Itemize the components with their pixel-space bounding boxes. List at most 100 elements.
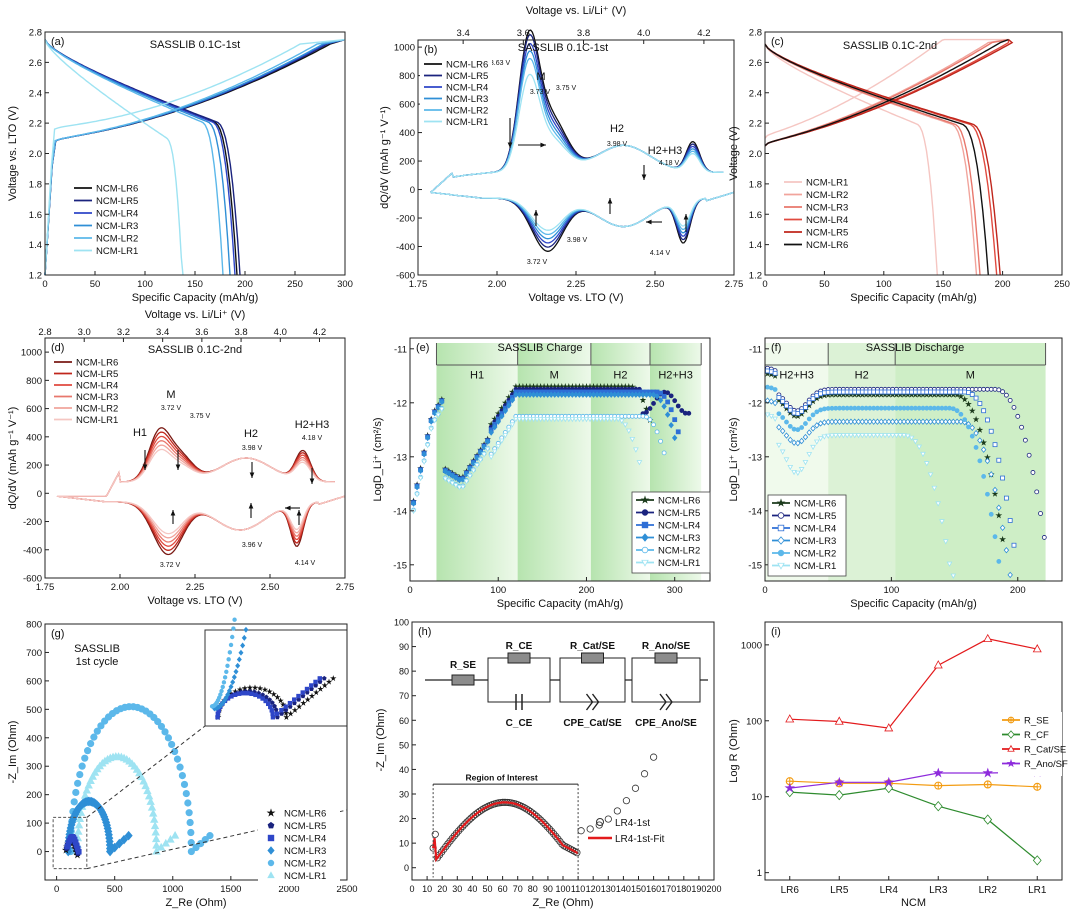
- legend-box: [631, 491, 711, 574]
- diamond-marker: [874, 418, 881, 425]
- x-tick-label: 1.75: [36, 582, 55, 593]
- legend-label: NCM-LR3: [96, 221, 138, 232]
- y-tick-label: 0: [37, 847, 42, 858]
- panel-e: H1 M H2 H2+H3 0 100 200 300 -15 -14 -13 -12 -11 (e) SA…: [372, 337, 711, 610]
- circle-marker: [187, 828, 195, 837]
- diamond-marker: [530, 391, 537, 398]
- tridown-marker: [544, 416, 551, 423]
- circle-marker: [93, 727, 101, 735]
- star-marker: [639, 396, 647, 404]
- tridown-marker: [636, 460, 643, 466]
- diamond-marker: [640, 391, 646, 398]
- data-point: [552, 832, 560, 840]
- charge-curve: [764, 38, 1009, 147]
- diamond-marker: [495, 418, 501, 425]
- y-tick-label: 1000: [741, 640, 762, 651]
- diamond-marker: [844, 418, 850, 425]
- star-marker: [784, 782, 796, 793]
- dqdv-charge: [57, 427, 335, 497]
- diamond-marker: [421, 451, 427, 458]
- circle-marker: [765, 384, 770, 390]
- panel-d: 1.75 2.00 2.25 2.50 2.75 -600 -400 -200 0 200 400 6…: [7, 309, 354, 607]
- diamond-marker: [787, 436, 794, 444]
- square-marker: [992, 442, 998, 448]
- star-marker: [274, 693, 281, 700]
- legend-label: NCM-LR1: [96, 246, 138, 257]
- triangle-marker: [149, 808, 158, 817]
- phase-label: H2: [855, 370, 869, 382]
- diamond-marker: [520, 391, 526, 398]
- data-point: [539, 818, 547, 826]
- circle-marker: [70, 798, 78, 806]
- x-tick-label: 70: [513, 884, 523, 894]
- diamond-marker: [668, 421, 674, 429]
- data-point: [533, 812, 541, 821]
- diamond-marker: [484, 438, 491, 445]
- x-tick-label: 130: [601, 884, 616, 894]
- x-tick-label: 100: [137, 279, 153, 290]
- square-marker: [1007, 518, 1013, 523]
- star-marker: [283, 713, 290, 721]
- triangle-marker: [1032, 644, 1042, 653]
- y-tick-label: 200: [399, 157, 415, 168]
- diamond-marker: [825, 418, 831, 426]
- triangle-marker: [267, 871, 275, 879]
- star-marker: [317, 685, 324, 692]
- tridown-marker: [867, 433, 873, 439]
- circuit-label: R_Cat/SE: [570, 641, 615, 652]
- diamond-marker: [573, 391, 579, 398]
- y-tick-label: 30: [399, 790, 409, 800]
- x-axis-label: Voltage vs. LTO (V): [148, 595, 243, 607]
- tridown-marker: [882, 433, 888, 439]
- tridown-marker: [625, 428, 632, 434]
- zoom-box: [52, 816, 88, 870]
- circle-marker: [977, 458, 983, 464]
- triangle-marker: [933, 660, 943, 669]
- diamond-marker: [115, 838, 124, 849]
- square-marker: [287, 700, 293, 706]
- y-tick-label: 100: [26, 819, 42, 830]
- circle-marker: [182, 789, 190, 798]
- tridown-marker: [935, 501, 942, 507]
- diamond-marker: [240, 642, 246, 649]
- diamond-marker: [241, 634, 247, 641]
- tridown-marker: [794, 470, 801, 476]
- star-marker: [999, 535, 1007, 543]
- diamond-marker: [513, 391, 519, 398]
- diamond-marker: [460, 476, 466, 483]
- data-point: [531, 811, 539, 819]
- equivalent-circuit: R_SE R_CE C_CE R_Cat/SE CPE_Cat/SE R_Ano/SE CP…: [425, 641, 708, 729]
- data-point: [569, 846, 577, 854]
- legend-label: R_Ano/SF: [1024, 759, 1068, 770]
- y-axis-label: dQ/dV (mAh g⁻¹ V⁻¹): [379, 106, 391, 209]
- star-marker: [300, 699, 307, 706]
- tridown-marker: [779, 449, 786, 455]
- y-tick-label: 2.0: [29, 149, 42, 160]
- tridown-marker: [491, 449, 498, 455]
- x-tick-label: 500: [107, 884, 123, 895]
- legend-label: NCM-LR5: [806, 228, 848, 239]
- y-tick-label: 70: [399, 691, 409, 701]
- legend-label: NCM-LR6: [658, 496, 700, 507]
- square-marker: [283, 704, 288, 709]
- tridown-marker: [777, 562, 785, 570]
- square-marker: [799, 408, 805, 414]
- discharge-curve: [764, 43, 1001, 276]
- y-axis-label: LogD_Li⁺ (cm²/s): [372, 417, 384, 501]
- diamond-marker: [999, 524, 1006, 532]
- x-tick-label: 200: [1010, 585, 1026, 596]
- x-tick-label: 50: [482, 884, 492, 894]
- square-marker: [988, 428, 994, 434]
- square-marker: [229, 694, 234, 699]
- tridown-marker: [551, 416, 558, 423]
- star-marker: [308, 692, 316, 699]
- star-marker: [640, 495, 650, 504]
- pentagon-marker: [321, 675, 327, 681]
- square-marker: [661, 394, 667, 399]
- data-point: [448, 834, 456, 843]
- diamond-marker: [629, 391, 636, 398]
- panel-b: 1.75 2.00 2.25 2.50 2.75 -600 -400 -200 0 200 400 6…: [379, 5, 743, 304]
- x-tick-label: 1.75: [409, 279, 428, 290]
- diamond-marker: [950, 418, 957, 425]
